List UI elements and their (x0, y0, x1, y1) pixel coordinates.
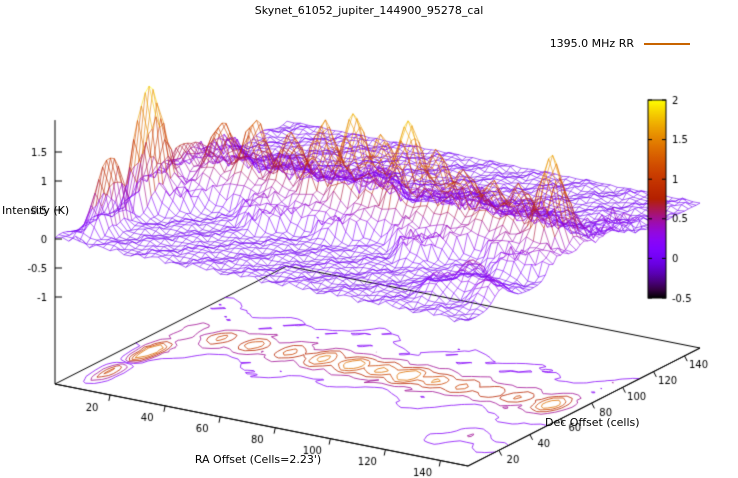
chart-title: Skynet_61052_jupiter_144900_95278_cal (254, 4, 484, 17)
legend-label: 1395.0 MHz RR (549, 37, 634, 50)
x-axis-label: RA Offset (Cells=2.23') (194, 453, 322, 466)
y-axis-label: Dec Offset (cells) (545, 416, 640, 429)
legend: 1395.0 MHz RR (550, 37, 690, 50)
legend-line-sample-icon (644, 42, 690, 45)
z-axis-label: Intensity (K) (2, 204, 70, 217)
